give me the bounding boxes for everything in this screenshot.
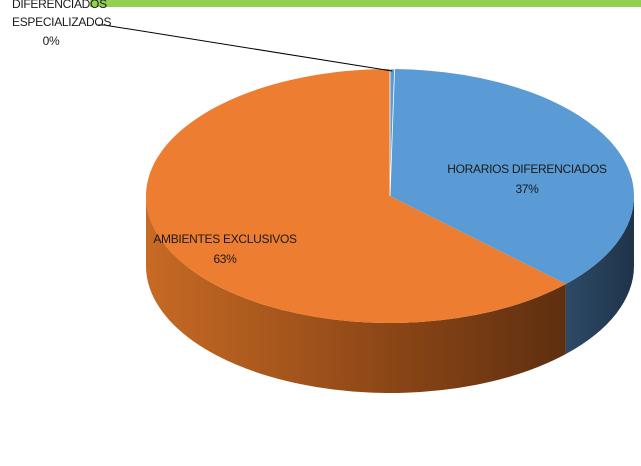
label-ambientes-percent: 63% bbox=[213, 252, 237, 266]
leader-line-especializados bbox=[98, 24, 393, 72]
pie-slice-especializados bbox=[389, 68, 395, 197]
pie-side-wall-blue bbox=[565, 196, 634, 355]
label-especializados-percent: 0% bbox=[43, 34, 60, 48]
label-horarios-percent: 37% bbox=[515, 182, 539, 196]
label-especializados-line2: ESPECIALIZADOS bbox=[12, 15, 111, 29]
top-green-bar bbox=[90, 0, 641, 7]
pie-slice-horarios-diferenciados bbox=[390, 69, 635, 285]
label-horarios-name: HORARIOS DIFERENCIADOS bbox=[447, 162, 607, 176]
pie-slice-ambientes-exclusivos bbox=[146, 69, 566, 323]
label-especializados-line1: DIFERENCIADOS bbox=[12, 0, 107, 11]
label-ambientes-name: AMBIENTES EXCLUSIVOS bbox=[153, 232, 297, 246]
pie-side-wall-orange bbox=[146, 196, 566, 394]
